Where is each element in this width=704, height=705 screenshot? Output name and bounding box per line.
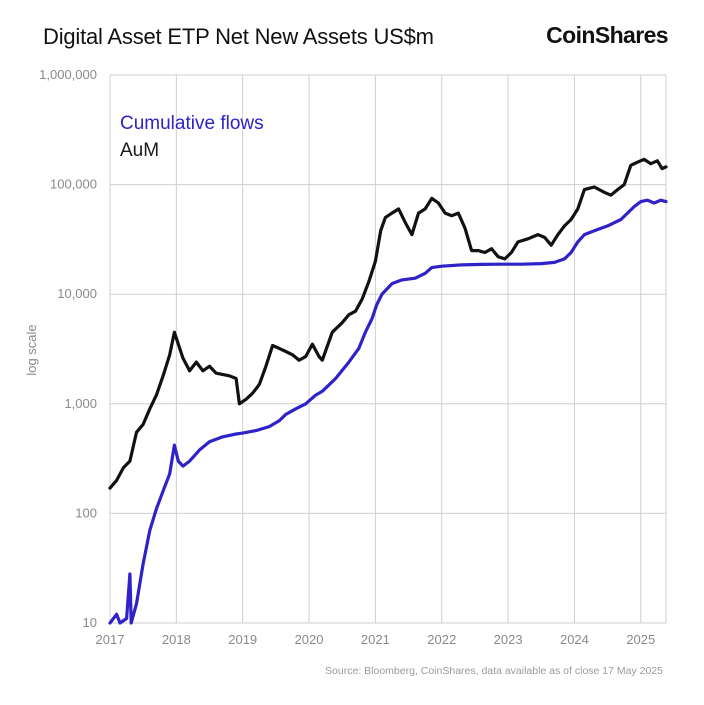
y-tick-label: 1,000 <box>64 396 97 411</box>
cumulative-flows-line <box>108 198 668 625</box>
x-tick-label: 2021 <box>361 632 390 647</box>
y-tick-label: 1,000,000 <box>39 67 97 82</box>
x-axis-ticks: 2017 2018 2019 2020 2021 2022 2023 2024 2025 <box>96 632 656 647</box>
x-tick-label: 2018 <box>162 632 191 647</box>
y-tick-label: 100 <box>75 505 97 520</box>
legend-cumulative-flows: Cumulative flows <box>120 113 264 134</box>
x-tick-label: 2024 <box>560 632 589 647</box>
x-tick-label: 2017 <box>96 632 125 647</box>
y-tick-label: 10,000 <box>57 286 97 301</box>
series-lines <box>108 157 668 625</box>
legend-aum: AuM <box>120 140 159 161</box>
y-tick-label: 10 <box>83 615 97 630</box>
chart-title: Digital Asset ETP Net New Assets US$m <box>43 24 434 49</box>
x-tick-label: 2023 <box>494 632 523 647</box>
x-tick-label: 2022 <box>427 632 456 647</box>
x-tick-label: 2019 <box>228 632 257 647</box>
x-tick-label: 2020 <box>295 632 324 647</box>
y-axis-label: log scale <box>24 324 39 375</box>
y-tick-label: 100,000 <box>50 177 97 192</box>
x-tick-label: 2025 <box>626 632 655 647</box>
grid-lines <box>109 74 667 624</box>
aum-line <box>108 157 668 490</box>
coinshares-logo: CoinShares <box>546 22 668 48</box>
source-note: Source: Bloomberg, CoinShares, data avai… <box>325 665 663 677</box>
y-axis-ticks: 1,000,000 100,000 10,000 1,000 100 10 <box>39 67 97 630</box>
